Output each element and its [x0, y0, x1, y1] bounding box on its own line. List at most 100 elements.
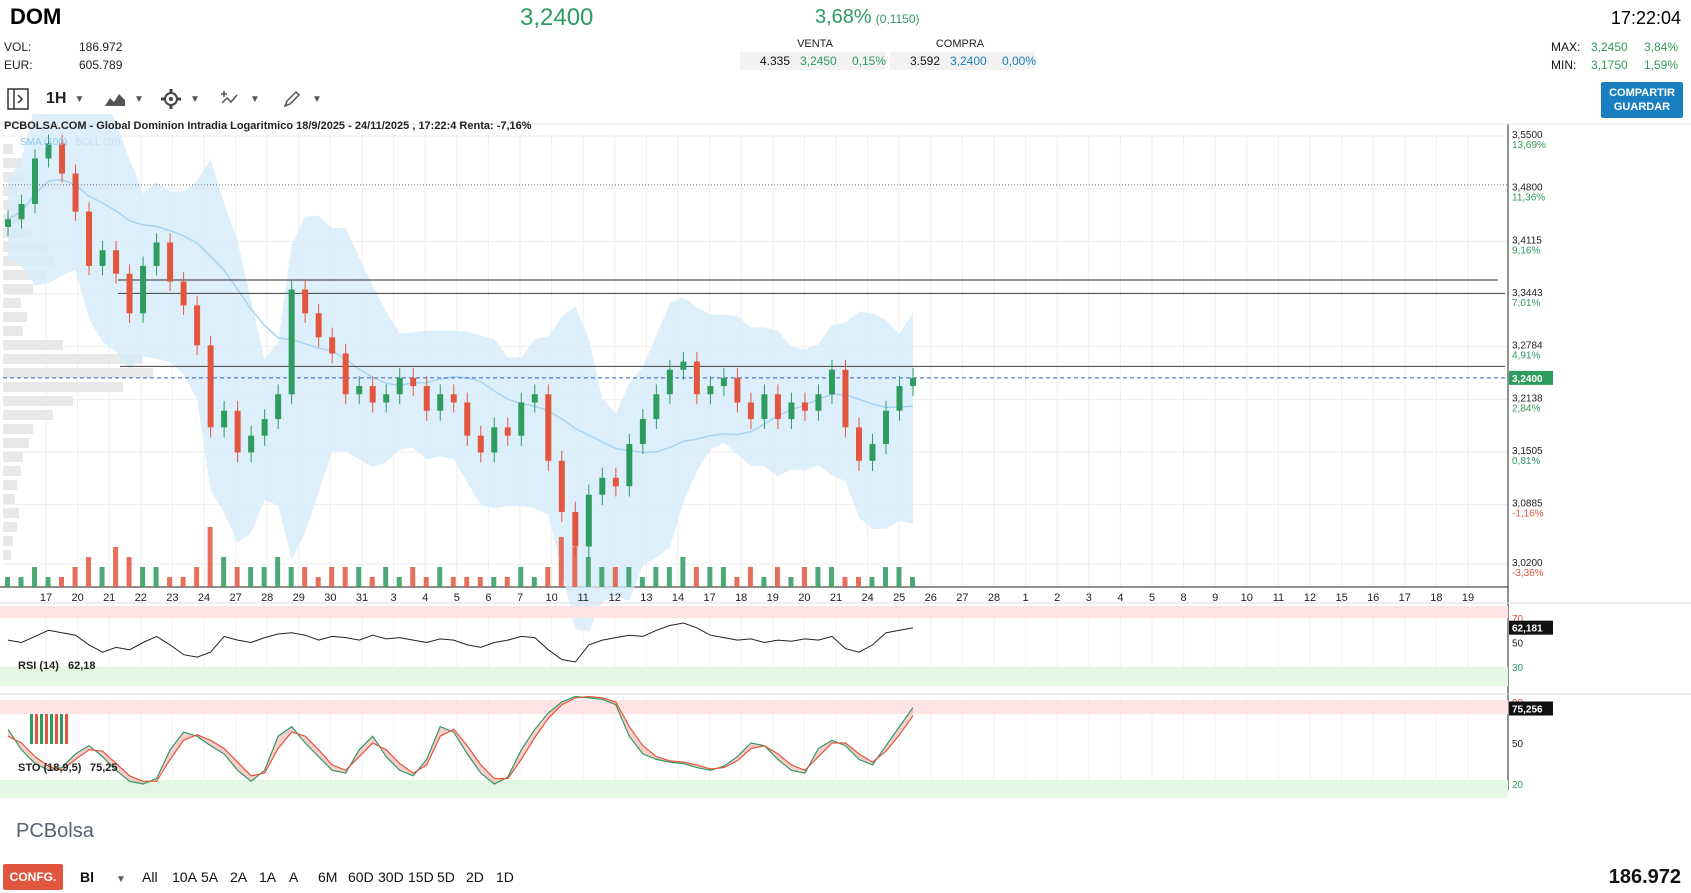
candle-body: [464, 402, 471, 436]
period-button-1d[interactable]: 1D: [496, 869, 514, 885]
interval-value: 1H: [46, 90, 67, 107]
volume-bar: [410, 567, 416, 587]
settings-button[interactable]: ▼: [160, 84, 200, 114]
x-tick-label: 17: [1399, 592, 1411, 604]
share-save-button[interactable]: COMPARTIR GUARDAR: [1601, 82, 1683, 118]
x-tick-label: 19: [1462, 592, 1474, 604]
config-button[interactable]: CONFG.: [3, 864, 63, 890]
candle-body: [342, 353, 349, 395]
volume-profile-bar: [3, 480, 17, 490]
chart-type-icon: [105, 94, 125, 106]
candle-body: [801, 402, 808, 411]
volume-bar: [585, 557, 591, 587]
candle-body: [315, 313, 322, 338]
volume-bar: [801, 567, 807, 587]
volume-bar: [842, 577, 848, 587]
volume-bar: [788, 577, 794, 587]
eur-row: EUR: 605.789: [4, 58, 144, 72]
volume-bar: [707, 567, 713, 587]
x-tick-label: 21: [830, 592, 842, 604]
sell-row: 4.335 3,2450 0,15%: [740, 52, 886, 70]
volume-bar: [234, 567, 240, 587]
x-tick-label: 21: [103, 592, 115, 604]
volume-bar: [639, 577, 645, 587]
mode-select[interactable]: Bl ▼: [80, 869, 126, 885]
volume-bar: [59, 577, 65, 587]
candle-body: [126, 273, 133, 314]
x-tick-label: 25: [893, 592, 905, 604]
x-tick-label: 24: [861, 592, 873, 604]
volume-bar: [86, 557, 92, 587]
volume-profile-bar: [3, 298, 21, 308]
period-button-1a[interactable]: 1A: [259, 869, 277, 885]
candle-body: [626, 444, 633, 487]
period-button-a[interactable]: A: [289, 869, 299, 885]
chart-title: PCBOLSA.COM - Global Dominion Intradia L…: [4, 120, 532, 132]
candle-body: [882, 410, 889, 445]
y-tick-pct: 11,36%: [1512, 193, 1545, 204]
buy-qty: 3.592: [910, 54, 941, 68]
y-tick-price: 3,4800: [1512, 183, 1543, 194]
volume-bar: [531, 577, 537, 587]
volume-profile-bar: [3, 144, 13, 154]
min-row: MIN: 3,1750 1,59%: [1551, 58, 1681, 72]
candle-body: [288, 289, 295, 395]
volume-bar: [369, 577, 375, 587]
rsi-value-tag: [1509, 620, 1553, 635]
x-tick-label: 27: [229, 592, 241, 604]
period-button-5a[interactable]: 5A: [201, 869, 219, 885]
x-tick-label: 6: [485, 592, 491, 604]
volume-bar: [248, 567, 254, 587]
volume-bar: [329, 567, 335, 587]
buy-price: 3,2400: [950, 54, 987, 68]
interval-select[interactable]: 1H ▼: [46, 84, 84, 114]
volume-bar: [356, 567, 362, 587]
candle-body: [558, 460, 565, 512]
sell-label: VENTA: [797, 38, 833, 50]
y-tick-pct: -3,36%: [1512, 568, 1544, 579]
y-tick-price: 3,1505: [1512, 446, 1543, 457]
volume-bar: [653, 567, 659, 587]
x-tick-label: 19: [767, 592, 779, 604]
candle-body: [194, 305, 201, 346]
drawing-button[interactable]: ▼: [282, 84, 322, 114]
chart-type-button[interactable]: ▼: [104, 84, 144, 114]
candle-body: [383, 394, 390, 403]
candle-body: [828, 369, 835, 395]
candle-body: [747, 402, 754, 420]
period-button-all[interactable]: All: [142, 869, 158, 885]
volume-profile-bar: [3, 368, 153, 378]
period-button-5d[interactable]: 5D: [437, 869, 455, 885]
candle-body: [774, 394, 781, 420]
period-button-10a[interactable]: 10A: [172, 869, 197, 885]
period-button-60d[interactable]: 60D: [348, 869, 374, 885]
period-button-30d[interactable]: 30D: [378, 869, 404, 885]
x-tick-label: 16: [1367, 592, 1379, 604]
volume-bar: [747, 567, 753, 587]
sto-fill: [8, 696, 913, 784]
candle-body: [896, 386, 903, 411]
period-button-2a[interactable]: 2A: [230, 869, 248, 885]
candle-body: [99, 250, 106, 266]
period-button-2d[interactable]: 2D: [466, 869, 484, 885]
rsi-oversold-zone: [0, 666, 1508, 686]
x-tick-label: 11: [577, 592, 588, 604]
volume-bar: [315, 577, 321, 587]
x-tick-label: 15: [1335, 592, 1347, 604]
volume-profile-bar: [3, 522, 17, 532]
candle-body: [59, 143, 66, 174]
period-button-15d[interactable]: 15D: [408, 869, 434, 885]
panel-toggle-button[interactable]: [6, 84, 30, 114]
volume-bar: [815, 567, 821, 587]
candle-body: [612, 477, 619, 487]
x-tick-label: 30: [324, 592, 336, 604]
period-button-6m[interactable]: 6M: [318, 869, 338, 885]
x-tick-label: 10: [545, 592, 557, 604]
boll-legend: BOLL (20): [75, 137, 121, 148]
price-chart[interactable]: 17 20 21 22 23 24 27 28 29 30 31 3 4 5 6 7 10 11 12 13 14 17 1…: [0, 114, 1691, 860]
x-tick-label: 3: [1086, 592, 1092, 604]
sto-histogram-bar: [55, 714, 58, 744]
sto-value-tag: [1509, 701, 1553, 716]
indicators-button[interactable]: ▼: [220, 84, 260, 114]
